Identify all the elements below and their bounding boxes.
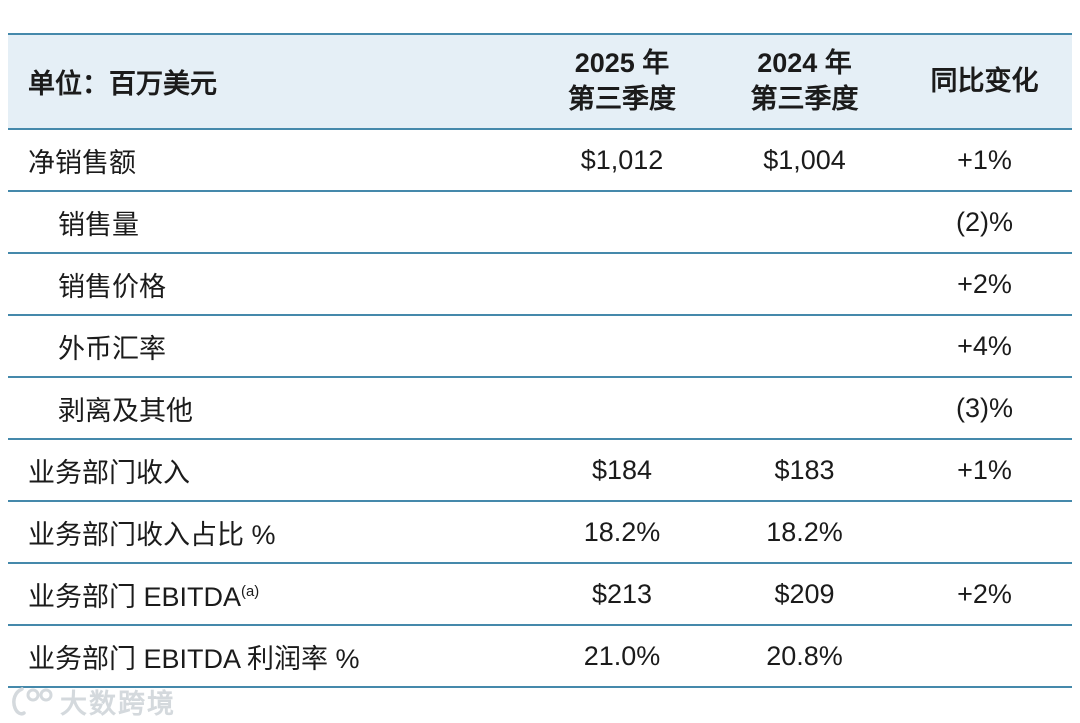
value-2024: 20.8% — [766, 640, 843, 671]
value-2025: $213 — [591, 578, 653, 609]
value-2025: 18.2% — [583, 516, 661, 547]
value-yoy: +2% — [957, 268, 1012, 299]
value-2025: $184 — [591, 454, 653, 485]
watermark-logo-icon — [10, 686, 54, 718]
watermark-text: 大数跨境 — [60, 689, 176, 719]
table-row-segment-income-pct: 业务部门收入占比 % 18.2% 18.2% — [8, 502, 1072, 564]
value-yoy: +1% — [957, 144, 1012, 175]
column-header-q3-2024: 2024 年 第三季度 — [712, 46, 897, 116]
column-header-line: 第三季度 — [568, 83, 676, 114]
table-row-sales-price: 销售价格 +2% — [8, 254, 1072, 316]
row-label: 业务部门 EBITDA 利润率 % — [28, 643, 360, 674]
value-2024: $209 — [774, 578, 835, 609]
row-label: 净销售额 — [28, 147, 136, 178]
column-header-q3-2025: 2025 年 第三季度 — [532, 46, 712, 116]
row-label: 业务部门 EBITDA(a) — [8, 575, 532, 614]
financial-summary-table: 单位：百万美元 2025 年 第三季度 2024 年 第三季度 同比变化 净销售… — [8, 33, 1072, 688]
row-label: 销售价格 — [58, 271, 166, 302]
value-yoy: (3)% — [955, 392, 1013, 423]
row-label: 业务部门收入占比 % — [28, 519, 276, 550]
row-label: 剥离及其他 — [58, 395, 193, 426]
table-row-segment-income: 业务部门收入 $184 $183 +1% — [8, 440, 1072, 502]
row-label: 外币汇率 — [58, 333, 166, 364]
table-row-net-sales: 净销售额 $1,012 $1,004 +1% — [8, 130, 1072, 192]
value-2024: $1,004 — [763, 144, 846, 175]
table-row-segment-ebitda: 业务部门 EBITDA(a) $213 $209 +2% — [8, 564, 1072, 626]
column-header-yoy-change: 同比变化 — [930, 65, 1039, 96]
value-2024: $183 — [774, 454, 835, 485]
column-header-line: 第三季度 — [750, 83, 859, 114]
watermark: 大数跨境 — [10, 682, 176, 721]
value-yoy: +1% — [957, 454, 1012, 485]
column-header-line: 2025 年 — [574, 48, 670, 79]
row-label: 销售量 — [58, 209, 139, 240]
row-label: 业务部门收入 — [28, 457, 190, 488]
unit-label: 单位：百万美元 — [28, 69, 217, 99]
value-2024: 18.2% — [766, 516, 843, 547]
value-2025: 21.0% — [583, 640, 661, 671]
row-label-text: 业务部门 EBITDA — [28, 581, 242, 612]
table-row-fx-rate: 外币汇率 +4% — [8, 316, 1072, 378]
column-header-line: 2024 年 — [757, 48, 852, 79]
value-yoy: +2% — [957, 578, 1012, 609]
table-row-segment-ebitda-margin: 业务部门 EBITDA 利润率 % 21.0% 20.8% — [8, 626, 1072, 688]
table-header-row: 单位：百万美元 2025 年 第三季度 2024 年 第三季度 同比变化 — [8, 33, 1072, 130]
value-yoy: +4% — [957, 330, 1012, 361]
table-row-divestiture-other: 剥离及其他 (3)% — [8, 378, 1072, 440]
value-yoy: (2)% — [955, 206, 1013, 237]
footnote-marker: (a) — [241, 583, 260, 600]
table-row-sales-volume: 销售量 (2)% — [8, 192, 1072, 254]
value-2025: $1,012 — [580, 144, 664, 175]
